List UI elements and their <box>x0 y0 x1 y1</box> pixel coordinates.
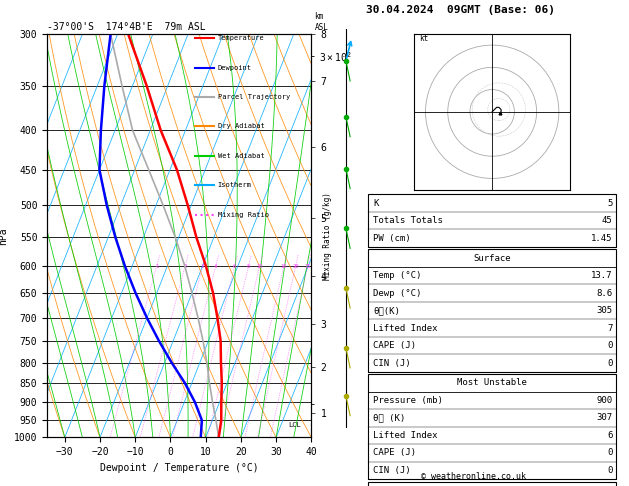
Text: Most Unstable: Most Unstable <box>457 379 527 387</box>
Text: K: K <box>373 199 379 208</box>
Text: 0: 0 <box>607 466 613 475</box>
Text: 1: 1 <box>155 264 158 269</box>
Text: © weatheronline.co.uk: © weatheronline.co.uk <box>421 472 526 481</box>
Text: 305: 305 <box>596 306 613 315</box>
Text: θᴇ (K): θᴇ (K) <box>373 414 405 422</box>
Text: Pressure (mb): Pressure (mb) <box>373 396 443 405</box>
Text: Mixing Ratio: Mixing Ratio <box>218 212 269 218</box>
Text: 1.45: 1.45 <box>591 234 613 243</box>
Text: 45: 45 <box>602 216 613 225</box>
Text: 25: 25 <box>304 264 311 269</box>
Text: CIN (J): CIN (J) <box>373 466 411 475</box>
Text: 20: 20 <box>292 264 299 269</box>
Text: Mixing Ratio (g/kg): Mixing Ratio (g/kg) <box>323 192 331 279</box>
Text: 900: 900 <box>596 396 613 405</box>
Text: 3: 3 <box>201 264 204 269</box>
Text: Temperature: Temperature <box>218 35 264 41</box>
Text: 16: 16 <box>281 264 287 269</box>
Text: 8: 8 <box>247 264 250 269</box>
Text: Temp (°C): Temp (°C) <box>373 271 421 280</box>
Text: Surface: Surface <box>474 254 511 262</box>
Text: 6: 6 <box>233 264 237 269</box>
Text: 0: 0 <box>607 449 613 457</box>
Text: 13.7: 13.7 <box>591 271 613 280</box>
Text: Dry Adiabat: Dry Adiabat <box>218 123 264 129</box>
Text: Isotherm: Isotherm <box>218 182 252 188</box>
Text: CAPE (J): CAPE (J) <box>373 449 416 457</box>
Text: 8.6: 8.6 <box>596 289 613 297</box>
Text: km
ASL: km ASL <box>314 12 328 32</box>
Text: Wet Adiabat: Wet Adiabat <box>218 153 264 159</box>
Text: 30.04.2024  09GMT (Base: 06): 30.04.2024 09GMT (Base: 06) <box>366 4 555 15</box>
Text: Parcel Trajectory: Parcel Trajectory <box>218 94 290 100</box>
Text: 5: 5 <box>607 199 613 208</box>
Text: 10: 10 <box>257 264 263 269</box>
Text: 0: 0 <box>607 341 613 350</box>
Text: CIN (J): CIN (J) <box>373 359 411 367</box>
Text: LCL: LCL <box>288 422 301 429</box>
Text: θᴇ(K): θᴇ(K) <box>373 306 400 315</box>
Text: -37°00'S  174°4B'E  79m ASL: -37°00'S 174°4B'E 79m ASL <box>47 22 206 32</box>
X-axis label: Dewpoint / Temperature (°C): Dewpoint / Temperature (°C) <box>100 463 259 473</box>
Text: Totals Totals: Totals Totals <box>373 216 443 225</box>
Text: PW (cm): PW (cm) <box>373 234 411 243</box>
Text: Dewpoint: Dewpoint <box>218 65 252 70</box>
Text: CAPE (J): CAPE (J) <box>373 341 416 350</box>
Text: 4: 4 <box>214 264 217 269</box>
Text: 6: 6 <box>607 431 613 440</box>
Text: 0: 0 <box>607 359 613 367</box>
Y-axis label: hPa: hPa <box>0 227 8 244</box>
Text: 7: 7 <box>607 324 613 332</box>
Text: Lifted Index: Lifted Index <box>373 431 438 440</box>
Text: Dewp (°C): Dewp (°C) <box>373 289 421 297</box>
Text: 307: 307 <box>596 414 613 422</box>
Text: 2: 2 <box>184 264 187 269</box>
Text: kt: kt <box>419 34 428 43</box>
Text: Lifted Index: Lifted Index <box>373 324 438 332</box>
